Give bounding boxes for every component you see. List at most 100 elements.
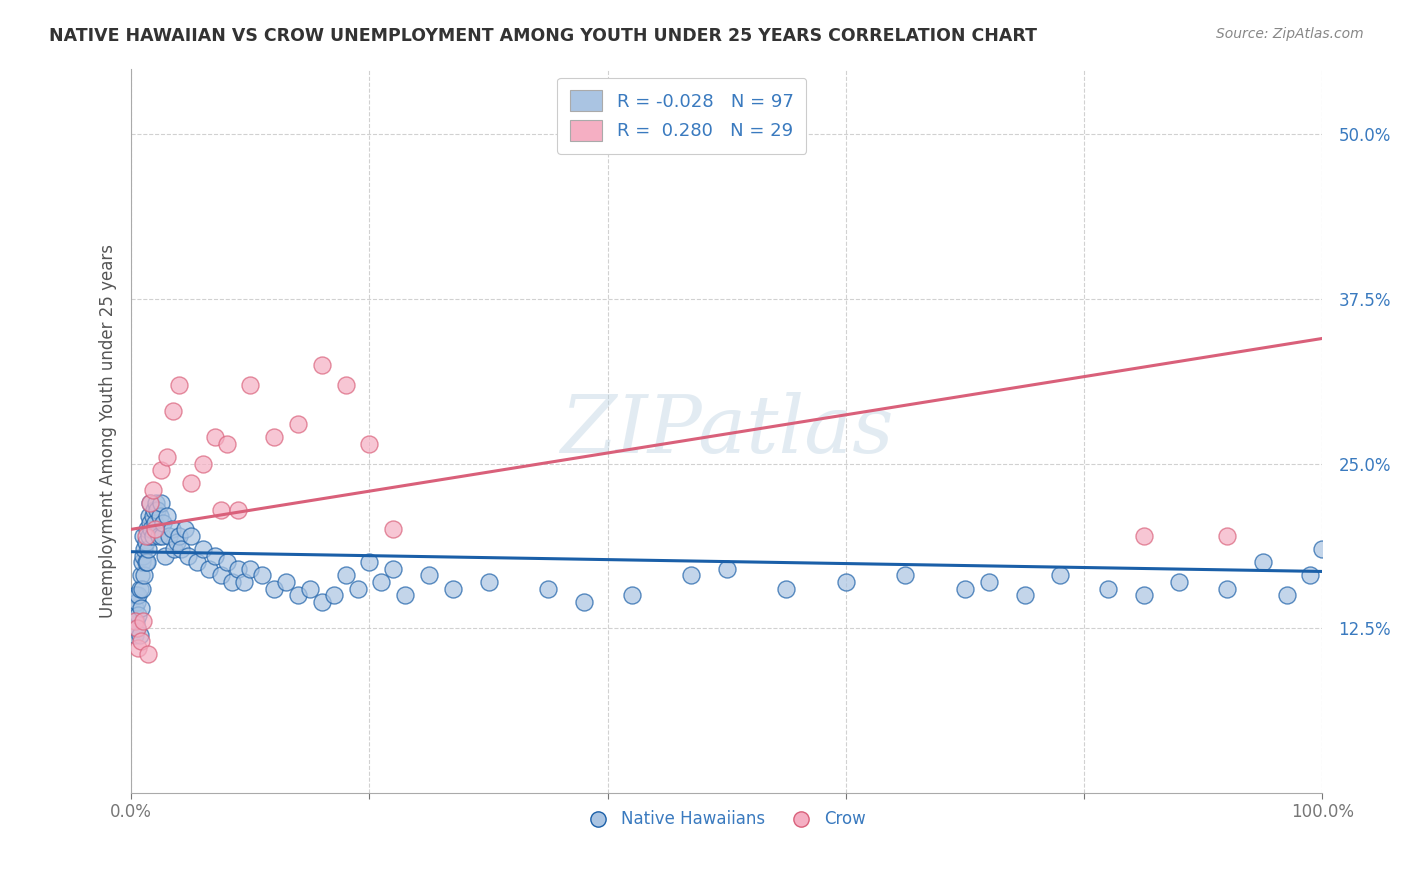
Point bbox=[215, 555, 238, 569]
Point bbox=[209, 568, 232, 582]
Point bbox=[127, 621, 149, 635]
Point bbox=[136, 542, 159, 557]
Point bbox=[127, 607, 149, 622]
Point bbox=[163, 542, 186, 557]
Point bbox=[141, 522, 163, 536]
Point bbox=[835, 574, 858, 589]
Point bbox=[287, 588, 309, 602]
Point bbox=[359, 555, 381, 569]
Point bbox=[252, 568, 274, 582]
Point bbox=[478, 574, 501, 589]
Point bbox=[233, 574, 256, 589]
Point bbox=[135, 535, 157, 549]
Point bbox=[359, 436, 381, 450]
Point bbox=[127, 621, 149, 635]
Point bbox=[167, 529, 190, 543]
Point bbox=[177, 549, 200, 563]
Point bbox=[977, 574, 1000, 589]
Point bbox=[135, 555, 157, 569]
Point bbox=[311, 595, 333, 609]
Point bbox=[148, 529, 170, 543]
Point bbox=[132, 549, 155, 563]
Point bbox=[209, 502, 232, 516]
Point bbox=[127, 588, 149, 602]
Point bbox=[124, 615, 146, 629]
Point bbox=[537, 582, 560, 596]
Point bbox=[139, 516, 162, 530]
Point bbox=[135, 555, 157, 569]
Point bbox=[311, 358, 333, 372]
Text: NATIVE HAWAIIAN VS CROW UNEMPLOYMENT AMONG YOUTH UNDER 25 YEARS CORRELATION CHAR: NATIVE HAWAIIAN VS CROW UNEMPLOYMENT AMO… bbox=[49, 27, 1038, 45]
Point bbox=[204, 549, 226, 563]
Point bbox=[131, 582, 153, 596]
Point bbox=[186, 555, 208, 569]
Point bbox=[221, 574, 243, 589]
Point bbox=[132, 529, 155, 543]
Point bbox=[131, 555, 153, 569]
Point bbox=[191, 457, 214, 471]
Point bbox=[166, 535, 188, 549]
Point bbox=[197, 562, 219, 576]
Point bbox=[143, 522, 166, 536]
Point bbox=[142, 483, 165, 497]
Point bbox=[142, 509, 165, 524]
Point bbox=[152, 516, 174, 530]
Point bbox=[139, 496, 162, 510]
Y-axis label: Unemployment Among Youth under 25 years: Unemployment Among Youth under 25 years bbox=[100, 244, 117, 617]
Point bbox=[441, 582, 464, 596]
Point bbox=[135, 522, 157, 536]
Point bbox=[124, 628, 146, 642]
Point bbox=[129, 634, 152, 648]
Point bbox=[167, 377, 190, 392]
Point bbox=[129, 568, 152, 582]
Point bbox=[228, 562, 250, 576]
Point bbox=[132, 615, 155, 629]
Point bbox=[346, 582, 368, 596]
Point bbox=[215, 436, 238, 450]
Point bbox=[370, 574, 392, 589]
Point bbox=[180, 529, 202, 543]
Point bbox=[716, 562, 738, 576]
Point bbox=[382, 522, 405, 536]
Point bbox=[1049, 568, 1071, 582]
Point bbox=[263, 582, 285, 596]
Point bbox=[572, 595, 595, 609]
Point bbox=[394, 588, 416, 602]
Point bbox=[1097, 582, 1119, 596]
Point bbox=[1168, 574, 1191, 589]
Point bbox=[128, 628, 150, 642]
Point bbox=[170, 542, 193, 557]
Point bbox=[125, 615, 148, 629]
Point bbox=[143, 516, 166, 530]
Point bbox=[239, 562, 262, 576]
Point bbox=[138, 509, 160, 524]
Point bbox=[135, 529, 157, 543]
Point bbox=[142, 502, 165, 516]
Point bbox=[620, 588, 643, 602]
Point bbox=[128, 582, 150, 596]
Point bbox=[1216, 582, 1239, 596]
Point bbox=[1299, 568, 1322, 582]
Point bbox=[142, 529, 165, 543]
Point bbox=[263, 430, 285, 444]
Point bbox=[335, 377, 357, 392]
Point bbox=[136, 648, 159, 662]
Point bbox=[191, 542, 214, 557]
Point bbox=[382, 562, 405, 576]
Point bbox=[228, 502, 250, 516]
Point bbox=[1014, 588, 1036, 602]
Point bbox=[335, 568, 357, 582]
Point bbox=[134, 542, 156, 557]
Point bbox=[173, 522, 195, 536]
Point bbox=[124, 601, 146, 615]
Text: Source: ZipAtlas.com: Source: ZipAtlas.com bbox=[1216, 27, 1364, 41]
Point bbox=[145, 496, 167, 510]
Point bbox=[274, 574, 297, 589]
Legend: Native Hawaiians, Crow: Native Hawaiians, Crow bbox=[582, 804, 872, 835]
Point bbox=[138, 529, 160, 543]
Point bbox=[180, 476, 202, 491]
Point bbox=[156, 509, 179, 524]
Point bbox=[150, 463, 173, 477]
Point bbox=[160, 522, 183, 536]
Point bbox=[953, 582, 976, 596]
